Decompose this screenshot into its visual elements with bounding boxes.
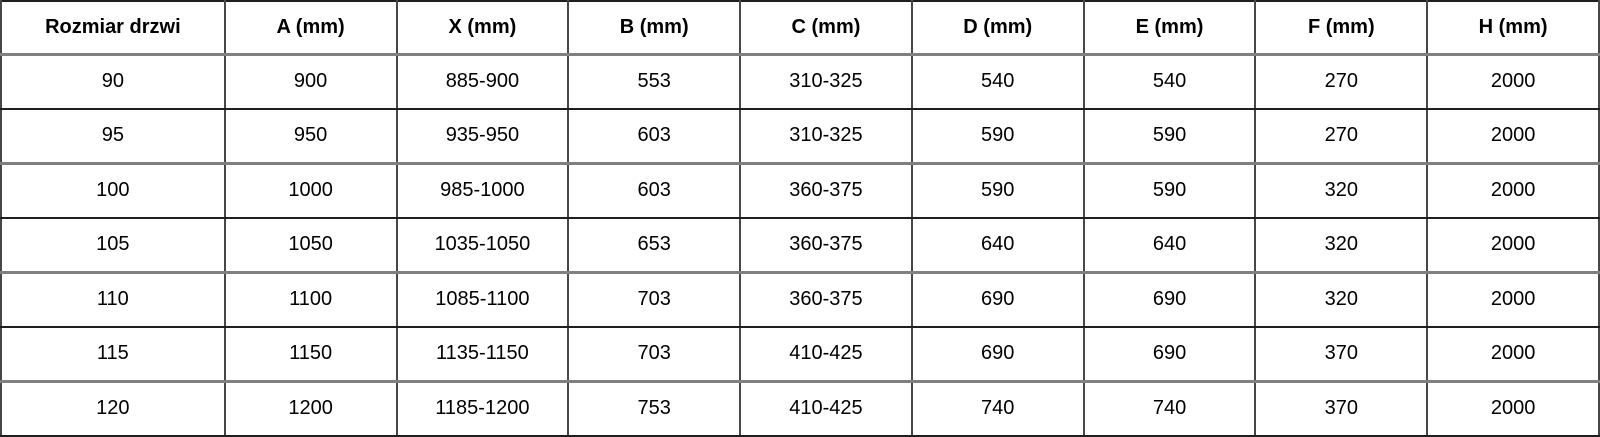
table-header-row: Rozmiar drzwi A (mm) X (mm) B (mm) C (mm) D (… <box>0 1 1600 56</box>
dimension-cell: 935-950 <box>395 108 570 165</box>
dimension-cell: 590 <box>1082 108 1257 165</box>
dimension-cell: 900 <box>223 54 398 110</box>
dimension-cell: 2000 <box>1426 272 1600 328</box>
dimension-cell: 370 <box>1254 326 1429 383</box>
dimension-cell: 370 <box>1254 381 1429 437</box>
dimension-cell: 360-375 <box>739 163 913 219</box>
dimension-cell: 2000 <box>1426 326 1600 383</box>
table-row: 105 1050 1035-1050 653 360-375 640 640 320 2000 <box>0 217 1600 274</box>
dimension-cell: 360-375 <box>739 272 913 328</box>
column-header: E (mm) <box>1082 1 1257 56</box>
column-header: B (mm) <box>567 1 742 56</box>
dimension-cell: 553 <box>567 54 742 110</box>
dimension-cell: 640 <box>910 217 1085 274</box>
dimension-cell: 703 <box>567 326 742 383</box>
table-row: 95 950 935-950 603 310-325 590 590 270 2000 <box>0 108 1600 165</box>
dimension-cell: 690 <box>910 326 1085 383</box>
door-size-cell: 100 <box>0 163 226 219</box>
table-row: 90 900 885-900 553 310-325 540 540 270 2000 <box>0 54 1600 110</box>
door-size-cell: 115 <box>0 326 226 383</box>
column-header: A (mm) <box>223 1 398 56</box>
dimension-cell: 320 <box>1254 217 1429 274</box>
table-header: Rozmiar drzwi A (mm) X (mm) B (mm) C (mm) D (… <box>0 1 1600 56</box>
column-header: X (mm) <box>395 1 570 56</box>
door-size-cell: 105 <box>0 217 226 274</box>
dimension-cell: 985-1000 <box>395 163 570 219</box>
dimension-cell: 270 <box>1254 54 1429 110</box>
dimension-cell: 950 <box>223 108 398 165</box>
dimension-cell: 690 <box>1082 326 1257 383</box>
dimension-cell: 1000 <box>223 163 398 219</box>
door-size-cell: 95 <box>0 108 226 165</box>
dimension-cell: 410-425 <box>739 381 913 437</box>
column-header: F (mm) <box>1254 1 1429 56</box>
column-header: Rozmiar drzwi <box>0 1 226 56</box>
dimension-cell: 590 <box>1082 163 1257 219</box>
dimension-cell: 653 <box>567 217 742 274</box>
dimension-cell: 310-325 <box>739 54 913 110</box>
dimension-cell: 603 <box>567 163 742 219</box>
dimension-cell: 1200 <box>223 381 398 437</box>
dimension-cell: 1150 <box>223 326 398 383</box>
dimension-cell: 540 <box>910 54 1085 110</box>
dimension-cell: 603 <box>567 108 742 165</box>
dimension-cell: 2000 <box>1426 108 1600 165</box>
dimension-cell: 320 <box>1254 163 1429 219</box>
dimension-cell: 1035-1050 <box>395 217 570 274</box>
dimension-cell: 410-425 <box>739 326 913 383</box>
dimension-cell: 360-375 <box>739 217 913 274</box>
table-row: 115 1150 1135-1150 703 410-425 690 690 370 2000 <box>0 326 1600 383</box>
dimension-cell: 703 <box>567 272 742 328</box>
dimension-cell: 540 <box>1082 54 1257 110</box>
dimension-cell: 270 <box>1254 108 1429 165</box>
column-header: D (mm) <box>910 1 1085 56</box>
column-header: H (mm) <box>1426 1 1600 56</box>
dimension-cell: 2000 <box>1426 217 1600 274</box>
dimension-cell: 320 <box>1254 272 1429 328</box>
dimension-cell: 740 <box>1082 381 1257 437</box>
dimension-cell: 753 <box>567 381 742 437</box>
dimension-cell: 690 <box>1082 272 1257 328</box>
dimension-cell: 1085-1100 <box>395 272 570 328</box>
table-row: 110 1100 1085-1100 703 360-375 690 690 320 2000 <box>0 272 1600 328</box>
table-body: 90 900 885-900 553 310-325 540 540 270 2000 95 950… <box>0 54 1600 437</box>
dimension-cell: 690 <box>910 272 1085 328</box>
dimension-cell: 2000 <box>1426 54 1600 110</box>
table-row: 120 1200 1185-1200 753 410-425 740 740 370 2000 <box>0 381 1600 437</box>
dimension-cell: 590 <box>910 108 1085 165</box>
door-size-cell: 120 <box>0 381 226 437</box>
dimension-cell: 1185-1200 <box>395 381 570 437</box>
dimension-cell: 590 <box>910 163 1085 219</box>
column-header: C (mm) <box>739 1 913 56</box>
door-size-cell: 110 <box>0 272 226 328</box>
dimension-cell: 2000 <box>1426 163 1600 219</box>
dimension-cell: 1050 <box>223 217 398 274</box>
dimension-cell: 885-900 <box>395 54 570 110</box>
dimension-cell: 310-325 <box>739 108 913 165</box>
dimension-cell: 640 <box>1082 217 1257 274</box>
dimension-cell: 1135-1150 <box>395 326 570 383</box>
dimension-cell: 1100 <box>223 272 398 328</box>
dimension-cell: 2000 <box>1426 381 1600 437</box>
door-size-cell: 90 <box>0 54 226 110</box>
dimension-cell: 740 <box>910 381 1085 437</box>
table-row: 100 1000 985-1000 603 360-375 590 590 320 2000 <box>0 163 1600 219</box>
